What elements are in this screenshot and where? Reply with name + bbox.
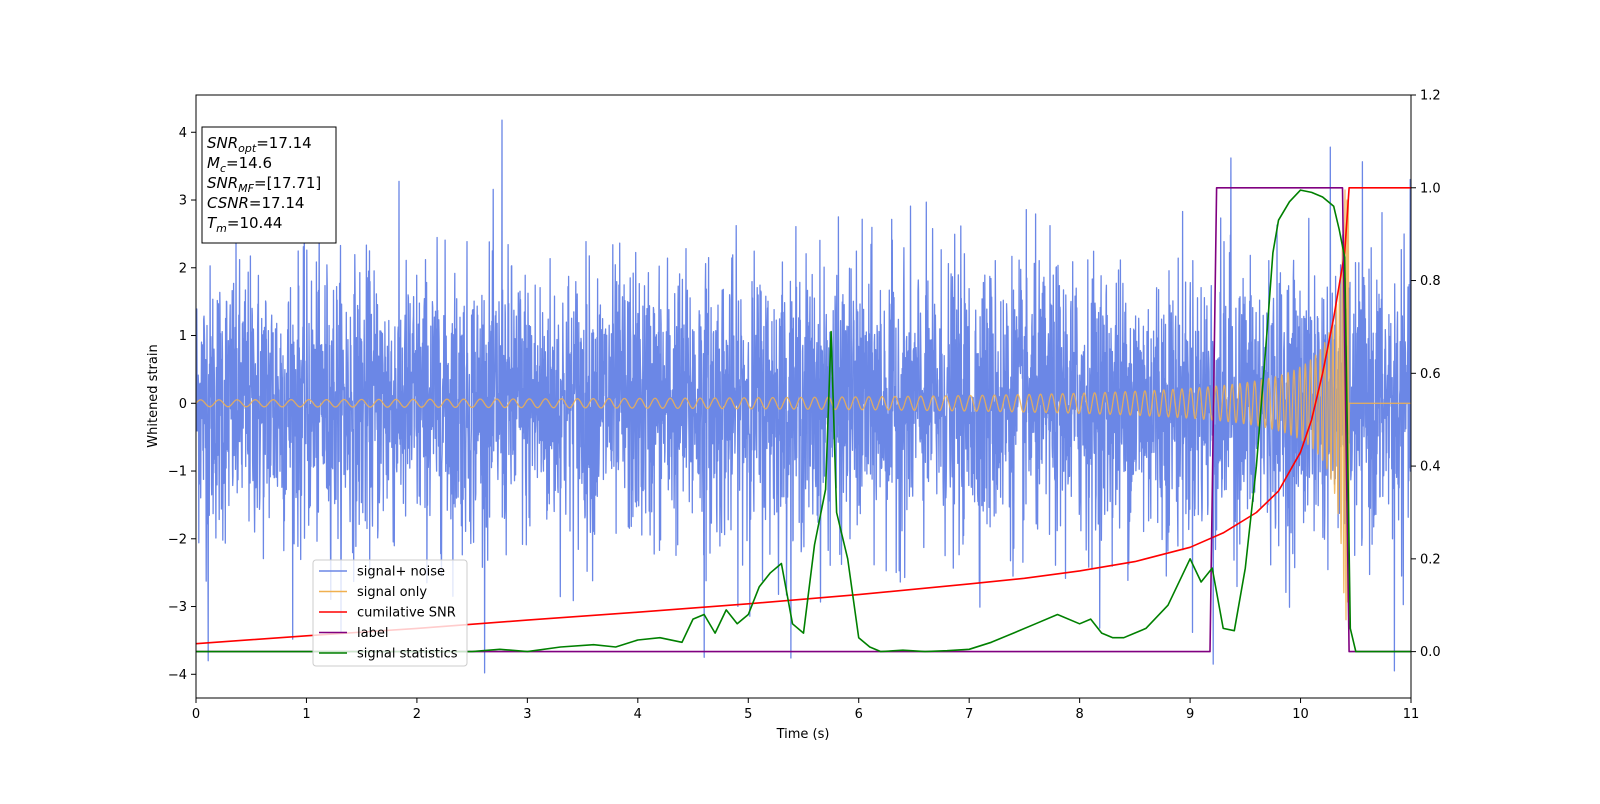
y-tick-label-right: 0.2 bbox=[1420, 552, 1441, 567]
y-tick-label-left: 0 bbox=[179, 397, 187, 412]
y-tick-label-left: 4 bbox=[179, 126, 187, 141]
x-axis-label: Time (s) bbox=[776, 727, 830, 742]
y-axis-right: 0.0 0.2 0.4 0.6 0.8 1.0 1.2 bbox=[1411, 89, 1441, 660]
plot-frame bbox=[195, 94, 1412, 699]
series-layer bbox=[196, 119, 1411, 674]
series-line-signal-noise bbox=[196, 119, 1411, 674]
x-tick-label: 9 bbox=[1186, 707, 1194, 722]
x-tick-label: 0 bbox=[192, 707, 200, 722]
y-tick-label-left: 2 bbox=[179, 261, 187, 276]
y-tick-label-right: 1.2 bbox=[1420, 89, 1441, 104]
x-tick-label: 1 bbox=[302, 707, 310, 722]
y-tick-label-left: −4 bbox=[168, 668, 187, 683]
info-box: SNRopt=17.14Mc=14.6SNRMF=[17.71]CSNR=17.… bbox=[201, 126, 337, 244]
y-tick-label-left: −3 bbox=[168, 600, 187, 615]
info-line: Mc=14.6 bbox=[207, 154, 272, 175]
legend-label-signal-noise: signal+ noise bbox=[357, 565, 445, 580]
x-tick-label: 10 bbox=[1292, 707, 1309, 722]
y-tick-label-left: −2 bbox=[168, 532, 187, 547]
y-tick-label-right: 0.4 bbox=[1420, 460, 1441, 475]
x-tick-label: 7 bbox=[965, 707, 973, 722]
series-line-signal-statistics bbox=[196, 189, 1411, 653]
y-tick-label-right: 0.0 bbox=[1420, 645, 1441, 660]
series-line-cumilative-snr bbox=[196, 187, 1411, 645]
x-axis: 0 1 2 3 4 5 6 7 8 9 10 11 bbox=[192, 698, 1419, 722]
series-line-signal-only bbox=[196, 189, 1411, 621]
x-tick-label: 4 bbox=[634, 707, 642, 722]
legend-frame bbox=[312, 559, 468, 667]
info-line: SNRopt=17.14 bbox=[207, 134, 312, 155]
info-line: CSNR=17.14 bbox=[207, 194, 304, 212]
y-tick-label-left: −1 bbox=[168, 465, 187, 480]
x-tick-label: 8 bbox=[1075, 707, 1083, 722]
x-tick-label: 5 bbox=[744, 707, 752, 722]
y-axis-label: Whitened strain bbox=[146, 344, 161, 447]
y-axis-left: −4 −3 −2 −1 0 1 2 3 4 bbox=[168, 126, 196, 683]
y-tick-label-left: 3 bbox=[179, 194, 187, 209]
x-tick-label: 6 bbox=[855, 707, 863, 722]
info-line: SNRMF=[17.71] bbox=[207, 174, 321, 195]
y-tick-label-left: 1 bbox=[179, 329, 187, 344]
info-line: Tm=10.44 bbox=[207, 214, 282, 235]
x-tick-label: 11 bbox=[1403, 707, 1420, 722]
legend: signal+ noise signal only cumilative SNR la… bbox=[312, 559, 468, 667]
y-tick-label-right: 0.8 bbox=[1420, 274, 1441, 289]
y-tick-label-right: 1.0 bbox=[1420, 181, 1441, 196]
legend-label-signal-statistics: signal statistics bbox=[357, 647, 458, 662]
info-box-frame bbox=[201, 126, 337, 244]
legend-label-cumilative-snr: cumilative SNR bbox=[357, 606, 456, 621]
y-tick-label-right: 0.6 bbox=[1420, 367, 1441, 382]
legend-label-label: label bbox=[357, 626, 388, 641]
x-tick-label: 3 bbox=[523, 707, 531, 722]
legend-label-signal-only: signal only bbox=[357, 585, 427, 600]
x-tick-label: 2 bbox=[413, 707, 421, 722]
